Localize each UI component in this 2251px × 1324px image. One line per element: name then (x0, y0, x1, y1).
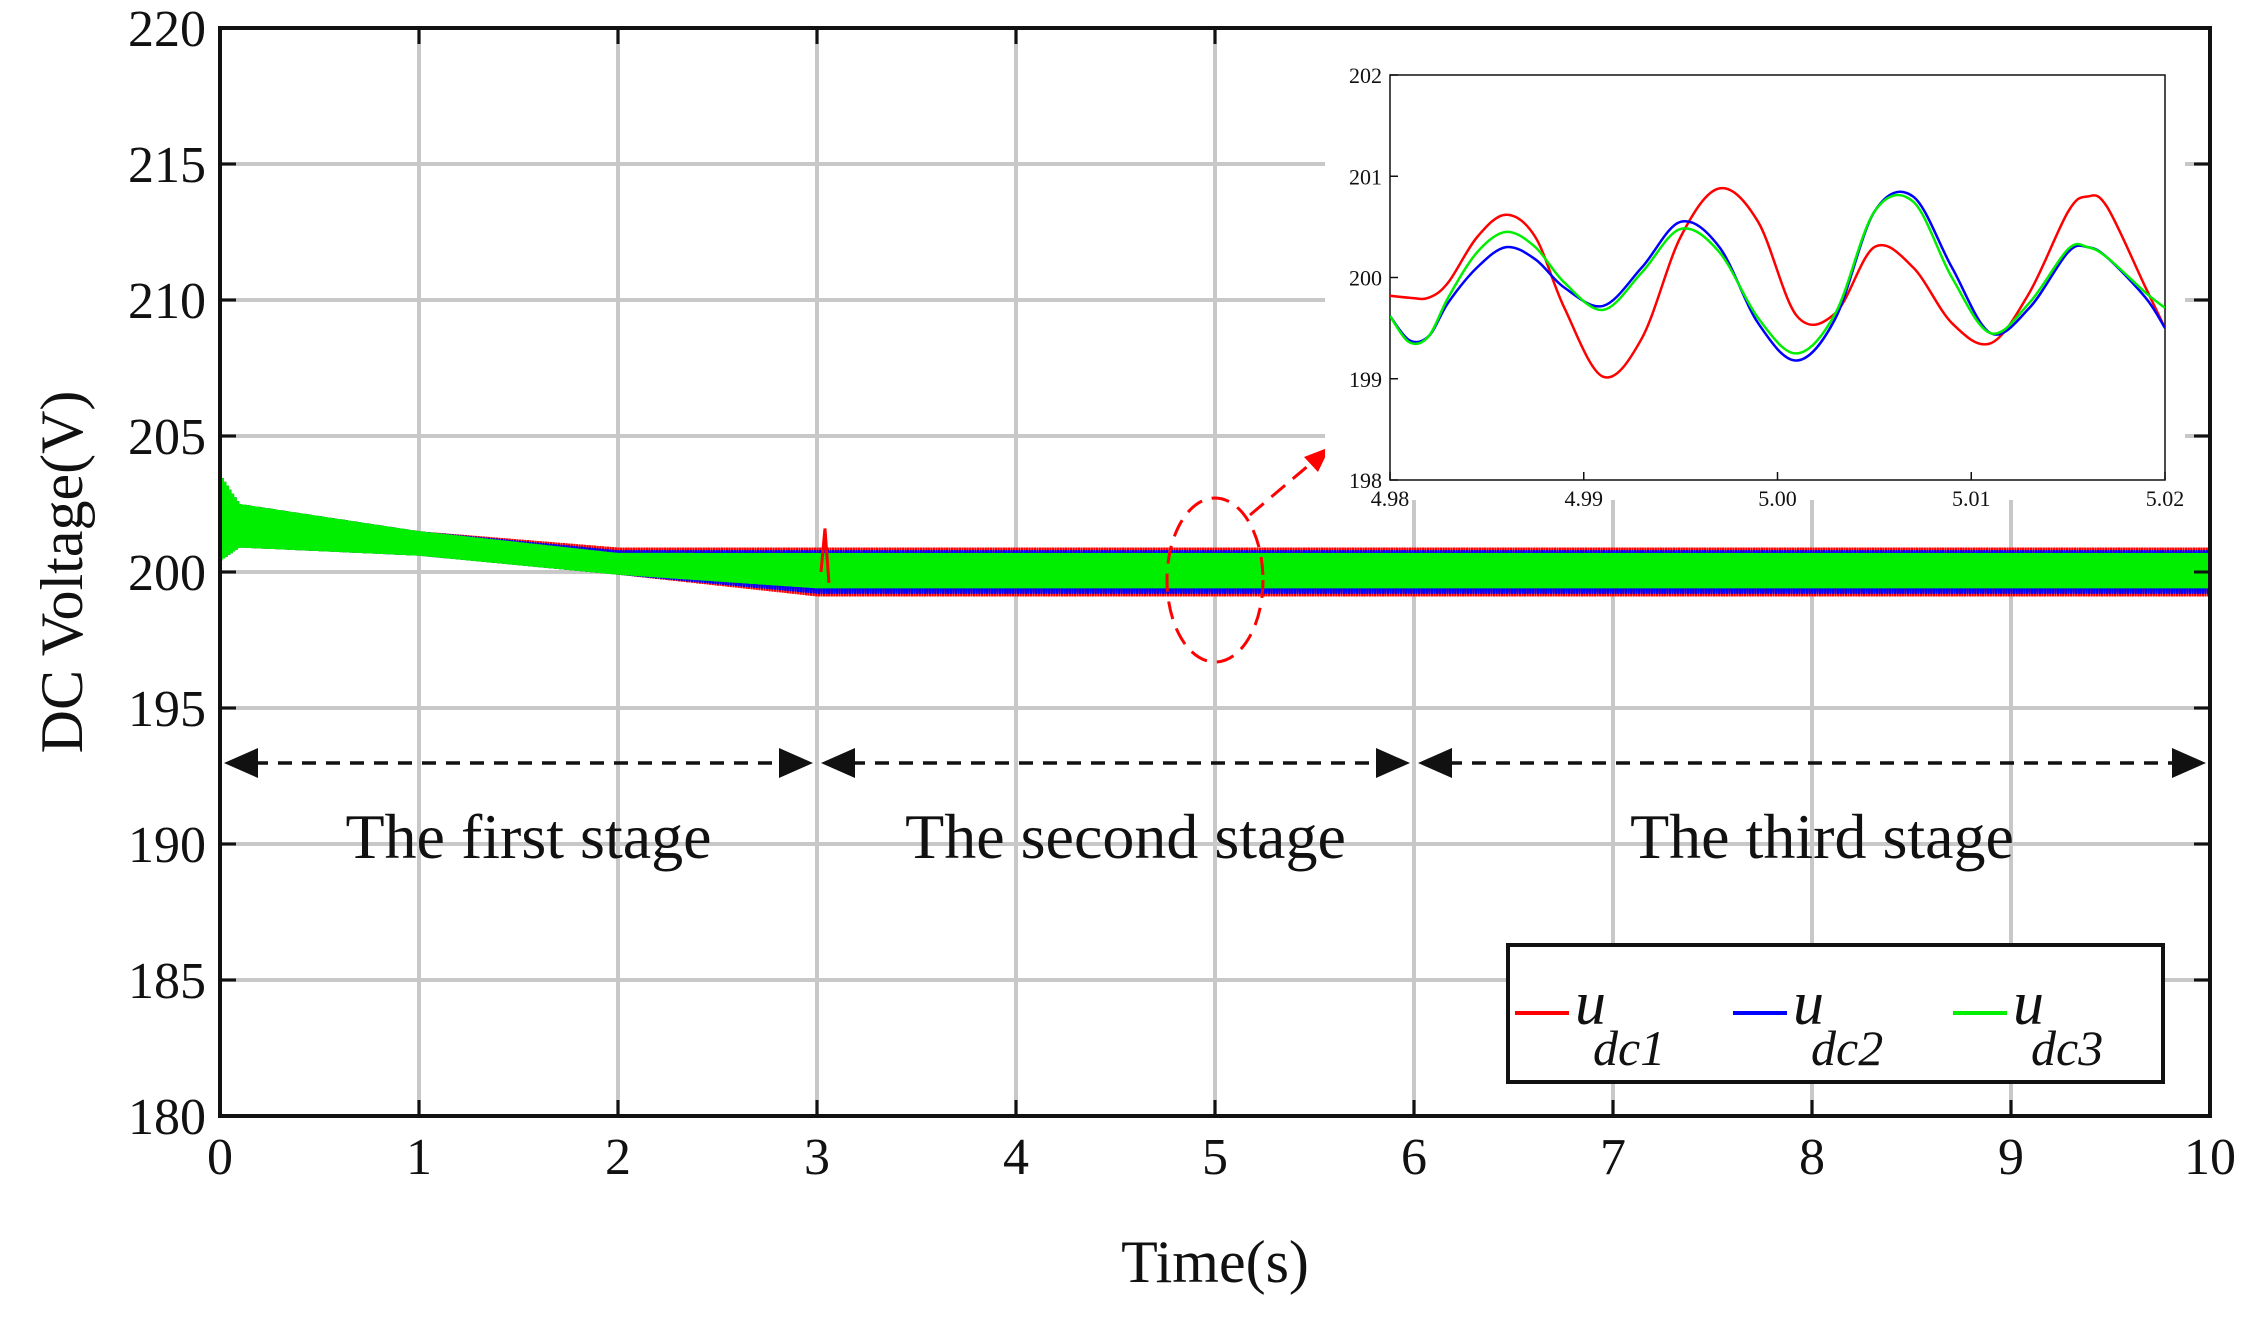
x-tick-label: 2 (605, 1129, 631, 1186)
y-tick-label: 190 (128, 817, 206, 874)
stage-arrowhead-right (779, 748, 813, 778)
x-tick-label: 4 (1003, 1129, 1029, 1186)
inset-line-u_dc2 (1390, 190, 2165, 362)
stage-label: The third stage (1630, 801, 2014, 872)
zoom-pointer-line (1249, 458, 1316, 517)
inset-y-tick-label: 199 (1349, 367, 1382, 392)
legend-symbol: u (1793, 970, 1824, 1038)
legend-symbol: u (2013, 970, 2044, 1038)
inset-x-tick-label: 5.02 (2146, 486, 2185, 511)
inset-series-lines (1390, 186, 2165, 379)
x-tick-label: 6 (1401, 1129, 1427, 1186)
x-tick-label: 3 (804, 1129, 830, 1186)
stage-arrowhead-left (1418, 748, 1452, 778)
legend-box (1506, 943, 2165, 1084)
y-axis-label: DC Voltage(V) (29, 391, 95, 754)
y-tick-label: 210 (128, 273, 206, 330)
transient-spike (819, 528, 831, 583)
x-tick-label: 1 (406, 1129, 432, 1186)
y-tick-label: 220 (128, 1, 206, 58)
inset-line-u_dc1 (1390, 186, 2165, 379)
inset-plot-area (1389, 74, 2166, 481)
axis-ticks: 0 1 2 3 4 5 6 7 8 9 10 180 185 190 195 200 205 210 215 220 (128, 1, 2236, 1186)
stage-label: The second stage (905, 801, 1346, 872)
y-tick-label: 185 (128, 953, 206, 1010)
x-tick-label: 0 (207, 1129, 233, 1186)
y-tick-label: 200 (128, 545, 206, 602)
inset-x-tick-label: 5.01 (1952, 486, 1991, 511)
zoom-region-marker (1165, 496, 1265, 664)
x-axis-label: Time(s) (1121, 1229, 1309, 1295)
stage-arrowhead-right (1376, 748, 1410, 778)
inset-axis-ticks: 4.98 4.99 5.00 5.01 5.02 198 199 200 201 202 (1349, 63, 2184, 511)
inset-x-tick-label: 4.98 (1371, 486, 1410, 511)
x-tick-label: 5 (1202, 1129, 1228, 1186)
x-tick-label: 8 (1799, 1129, 1825, 1186)
stage-label: The first stage (345, 801, 711, 872)
x-tick-label: 10 (2184, 1129, 2236, 1186)
inset-x-tick-label: 4.99 (1565, 486, 1604, 511)
y-tick-label: 195 (128, 681, 206, 738)
legend-symbol: u (1575, 970, 1606, 1038)
stage-arrowhead-left (224, 748, 258, 778)
stage-arrowhead-left (821, 748, 855, 778)
stage-arrowhead-right (2172, 748, 2206, 778)
inset-x-tick-label: 5.00 (1758, 486, 1797, 511)
stage-annotations: The first stage The second stage The third… (224, 748, 2206, 872)
inset-y-tick-label: 202 (1349, 63, 1382, 88)
series-band-u_dc3 (220, 474, 2210, 589)
inset-line-u_dc3 (1390, 193, 2165, 355)
data-bands (220, 474, 2210, 597)
y-tick-label: 205 (128, 409, 206, 466)
y-tick-label: 180 (128, 1089, 206, 1146)
legend-subscript: dc2 (1811, 1020, 1883, 1076)
legend-subscript: dc3 (2031, 1020, 2103, 1076)
legend-subscript: dc1 (1593, 1020, 1665, 1076)
x-tick-label: 7 (1600, 1129, 1626, 1186)
inset-y-tick-label: 201 (1349, 164, 1382, 189)
inset-y-tick-label: 198 (1349, 468, 1382, 493)
inset-y-tick-label: 200 (1349, 266, 1382, 291)
zoom-pointer-arrowhead (1304, 447, 1330, 472)
y-tick-label: 215 (128, 137, 206, 194)
x-tick-label: 9 (1998, 1129, 2024, 1186)
